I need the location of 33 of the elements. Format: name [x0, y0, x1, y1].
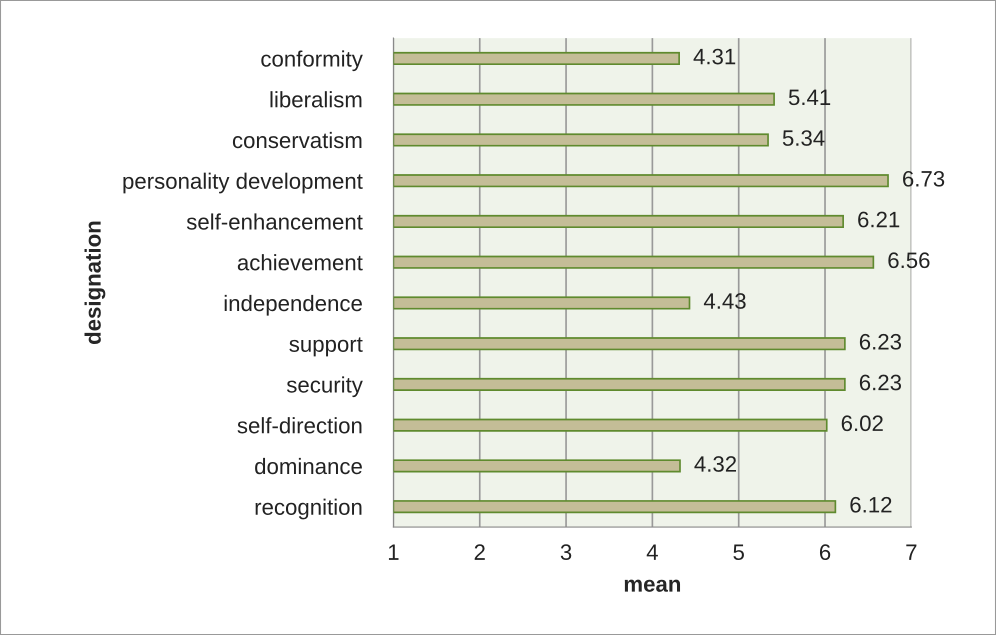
data-label: 4.43 [704, 293, 746, 309]
y-tick-label: independence [224, 294, 362, 316]
x-tick-label: 1 [388, 544, 399, 560]
x-tick-label: 4 [646, 544, 658, 560]
x-axis-title: mean [624, 580, 680, 592]
y-tick-label: personality development [123, 172, 363, 194]
data-label: 6.02 [842, 415, 883, 432]
data-label: 6.12 [850, 496, 892, 513]
y-tick-label: conservatism [232, 132, 362, 148]
data-label: 5.41 [788, 90, 830, 106]
x-tick-label: 3 [560, 544, 572, 560]
y-tick-label: support [289, 337, 363, 356]
x-tick-label: 6 [820, 544, 830, 560]
x-tick-label: 5 [733, 544, 744, 560]
data-label: 6.23 [860, 374, 902, 390]
data-label: 6.56 [888, 252, 930, 268]
y-tick-label: conformity [261, 50, 363, 72]
data-label: 4.31 [694, 48, 736, 64]
y-tick-label: dominance [255, 458, 362, 474]
y-tick-label: liberalism [270, 91, 362, 108]
y-tick-label: achievement [238, 254, 363, 270]
y-tick-label: security [286, 376, 363, 398]
data-label: 4.32 [694, 456, 736, 472]
x-tick-label: 7 [906, 544, 916, 560]
y-tick-label: recognition [256, 498, 362, 520]
data-label: 6.23 [860, 334, 902, 350]
data-label: 6.21 [858, 212, 900, 228]
data-label: 5.34 [782, 130, 825, 146]
data-label: 6.73 [903, 170, 944, 187]
y-tick-label: self-direction [238, 417, 362, 434]
x-tick-label: 2 [474, 544, 485, 560]
y-axis-title: designation [84, 222, 106, 344]
y-tick-label: self-enhancement [186, 213, 363, 230]
